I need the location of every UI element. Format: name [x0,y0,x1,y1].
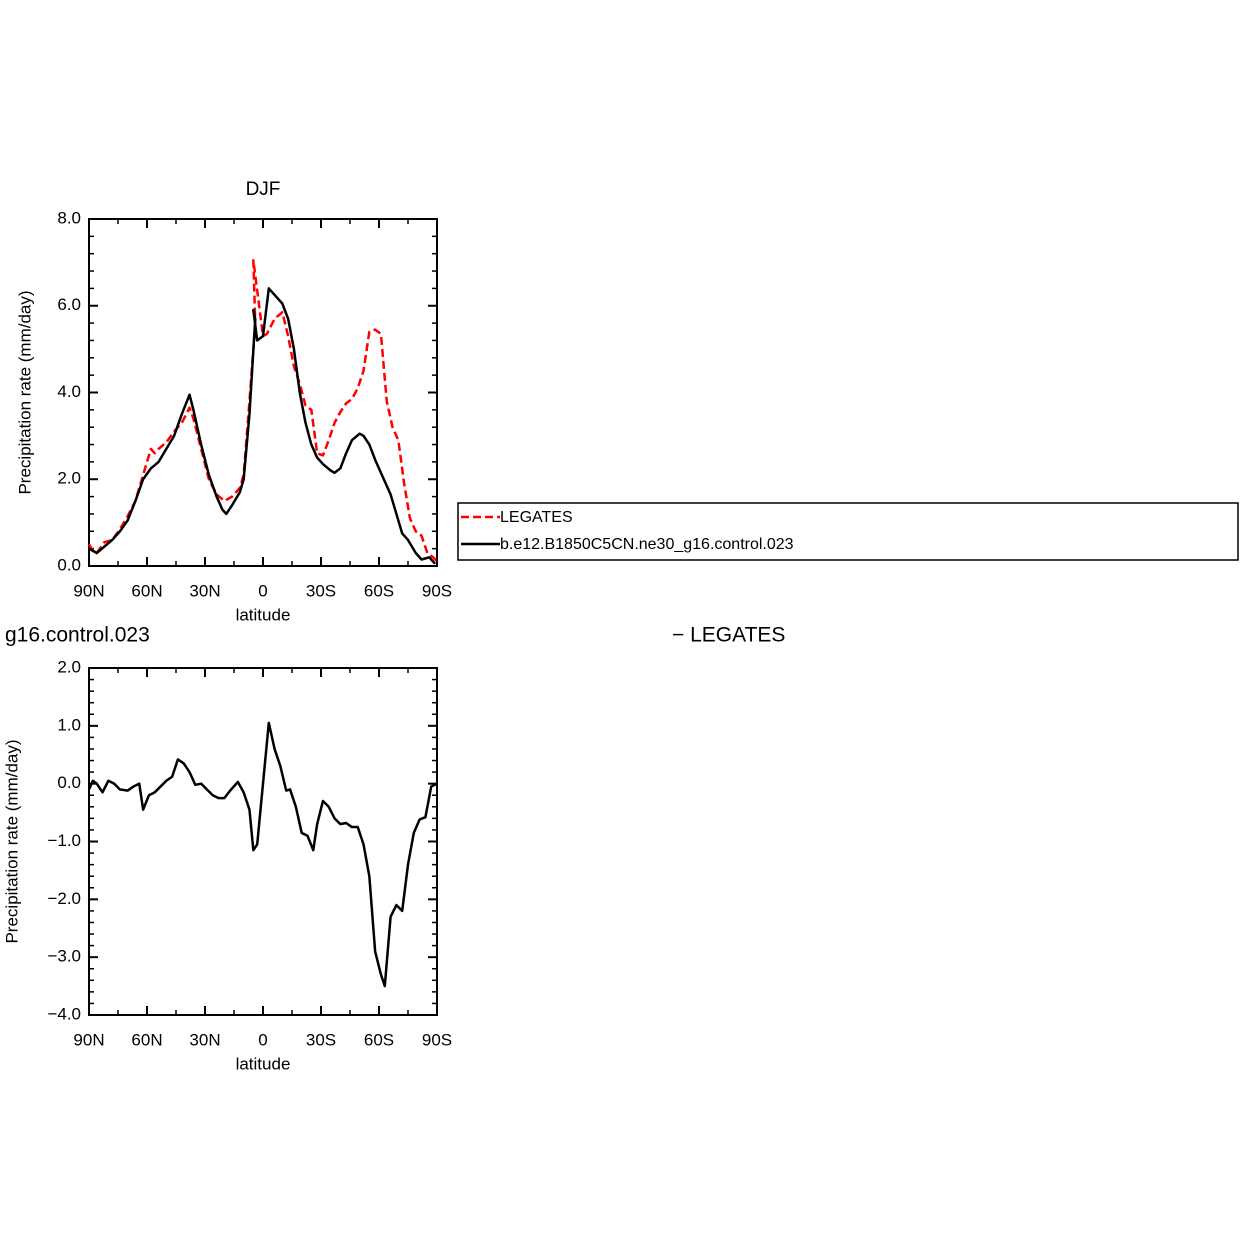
legend-label: LEGATES [500,509,573,526]
data-line [88,287,437,565]
y-tick-label: −2.0 [47,889,81,908]
x-tick-label: 60S [364,1030,394,1049]
y-tick-label: −3.0 [47,947,81,966]
x-tick-label: 90N [73,1030,104,1049]
chart-title-left: g16.control.023 [5,624,150,647]
legend-box [457,502,1239,561]
y-tick-label: 0.0 [57,773,81,792]
x-axis-label: latitude [236,1054,291,1073]
x-tick-label: 60N [131,1030,162,1049]
x-tick-label: 30N [189,1030,220,1049]
y-tick-label: 8.0 [57,208,81,227]
plot-frame [88,667,438,1016]
y-tick-label: 0.0 [57,555,81,574]
y-axis-label: Precipitation rate (mm/day) [15,290,34,494]
x-tick-label: 60S [364,581,394,600]
x-tick-label: 30S [306,581,336,600]
chart-title-right: − LEGATES [672,624,785,647]
legend-label: b.e12.B1850C5CN.ne30_g16.control.023 [500,536,794,553]
x-tick-label: 90S [422,1030,452,1049]
x-tick-label: 90S [422,581,452,600]
y-axis-label: Precipitation rate (mm/day) [2,739,21,943]
y-tick-label: 1.0 [57,715,81,734]
x-tick-label: 30S [306,1030,336,1049]
x-tick-label: 0 [258,1030,267,1049]
x-tick-label: 60N [131,581,162,600]
x-tick-label: 90N [73,581,104,600]
y-tick-label: −4.0 [47,1004,81,1023]
data-line [87,258,438,563]
data-line [87,721,438,988]
chart-title: DJF [246,179,281,200]
y-tick-label: 2.0 [57,469,81,488]
y-tick-label: 2.0 [57,657,81,676]
x-axis-label: latitude [236,605,291,624]
x-tick-label: 30N [189,581,220,600]
y-tick-label: 6.0 [57,295,81,314]
x-tick-label: 0 [258,581,267,600]
y-tick-label: 4.0 [57,382,81,401]
y-tick-label: −1.0 [47,831,81,850]
